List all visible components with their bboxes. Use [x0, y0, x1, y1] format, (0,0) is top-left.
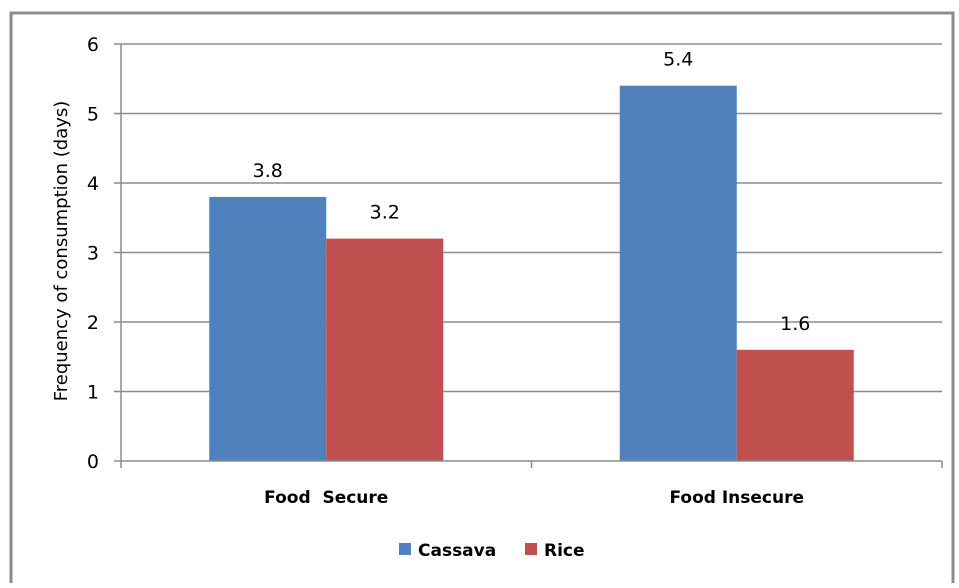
- data-label: 5.4: [663, 49, 693, 71]
- data-label: 3.2: [370, 202, 400, 224]
- y-tick-label: 2: [87, 312, 99, 334]
- category-label: Food Insecure: [669, 488, 804, 508]
- data-label: 3.8: [253, 160, 283, 182]
- y-tick-label: 4: [87, 173, 99, 195]
- bar-rice-2: [736, 349, 854, 461]
- legend-label-rice: Rice: [544, 541, 585, 561]
- legend-swatch-cassava: [399, 543, 411, 555]
- category-label: Food Secure: [264, 488, 388, 508]
- data-label: 1.6: [780, 313, 810, 335]
- bars: [209, 85, 854, 461]
- y-tick-label: 0: [87, 451, 99, 473]
- y-tick-label: 3: [87, 243, 99, 265]
- y-tick-label: 6: [87, 34, 99, 56]
- y-tick-label: 1: [87, 382, 99, 404]
- y-tick-label: 5: [87, 104, 99, 126]
- legend: Cassava Rice: [399, 541, 585, 561]
- legend-swatch-rice: [525, 543, 537, 555]
- bar-cassava-1: [209, 196, 327, 461]
- labels: 0 1 2 3 4 5 6 3.8 3.2 Food Secure 5.4 1.6 Food Insec…: [87, 34, 810, 508]
- axes: [114, 43, 943, 468]
- bar-cassava-2: [619, 85, 737, 461]
- bar-rice-1: [326, 238, 444, 461]
- chart-frame: [9, 11, 955, 588]
- y-axis-title: Frequency of consumption (days): [51, 101, 72, 402]
- legend-label-cassava: Cassava: [418, 541, 496, 561]
